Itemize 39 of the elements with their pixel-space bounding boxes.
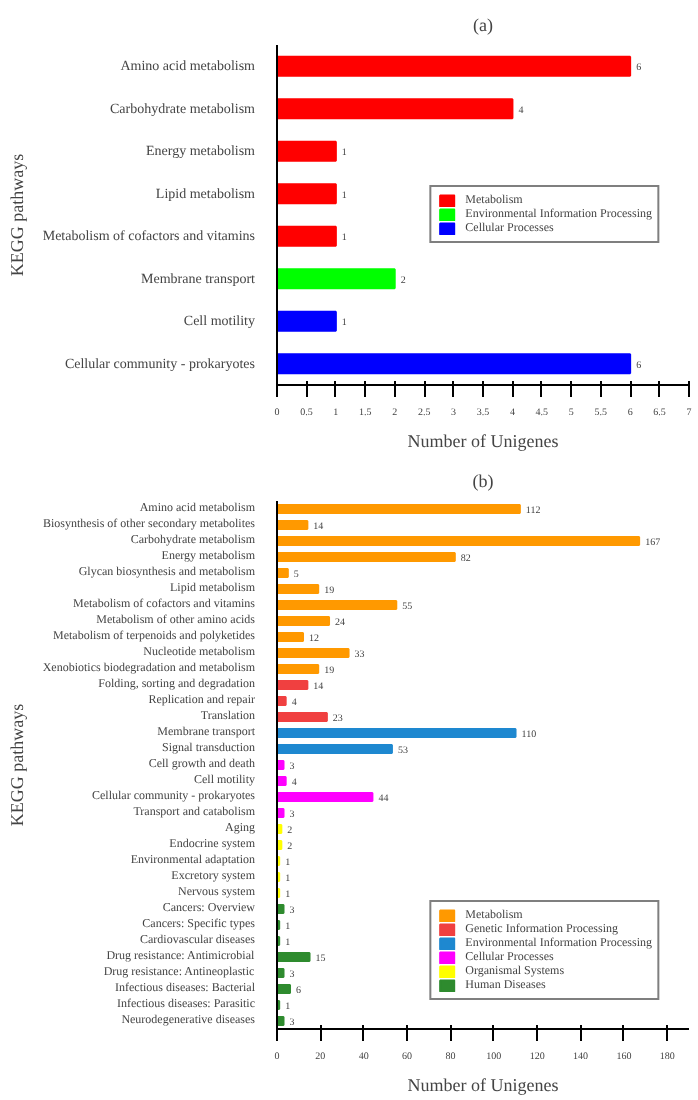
bar [277, 952, 311, 962]
bar [277, 904, 285, 914]
bar [277, 552, 456, 562]
bar [277, 728, 517, 738]
bar [277, 140, 337, 162]
bar [277, 792, 374, 802]
bar [277, 504, 521, 514]
bar [277, 648, 350, 658]
bar [277, 98, 514, 120]
bar [277, 776, 287, 786]
x-axis-title: Number of Unigenes [407, 1075, 560, 1095]
bar [277, 55, 632, 77]
bar [277, 696, 287, 706]
bar [277, 760, 285, 770]
bar [277, 680, 309, 690]
bar [277, 353, 632, 375]
bar [277, 984, 292, 994]
bar [277, 536, 641, 546]
y-axis-title: KEGG pathways [6, 152, 27, 277]
bar [277, 712, 328, 722]
bar [277, 744, 393, 754]
bar [277, 568, 289, 578]
bar [277, 632, 305, 642]
bar [277, 616, 331, 626]
bar [277, 268, 396, 290]
bar [277, 310, 337, 332]
bar [277, 664, 320, 674]
bar [277, 225, 337, 247]
bar [277, 1016, 285, 1026]
bar [277, 584, 320, 594]
bar [277, 183, 337, 205]
bar [277, 600, 398, 610]
y-axis-title: KEGG pathways [6, 702, 27, 827]
chart-title: (b) [472, 471, 494, 491]
bar [277, 808, 285, 818]
x-axis-title: Number of Unigenes [407, 431, 560, 451]
chart-title: (a) [473, 15, 494, 35]
bar [277, 968, 285, 978]
bar [277, 520, 309, 530]
